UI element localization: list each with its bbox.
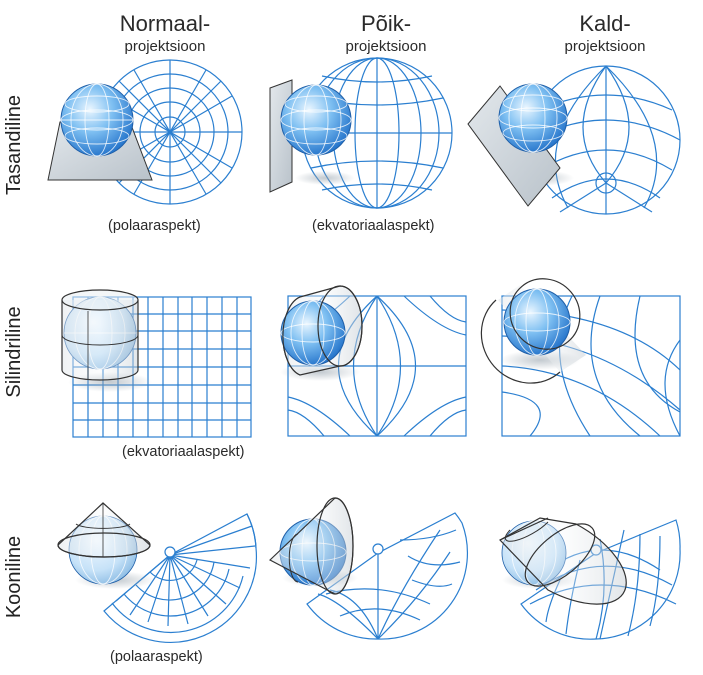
column-subtitle-transverse: projektsioon [345, 38, 427, 55]
caption-conic-normal: (polaaraspekt) [110, 649, 203, 665]
column-title-normal: Normaal- [119, 11, 211, 36]
planar-transverse-model [269, 79, 355, 193]
caption-cylindrical-normal: (ekvatoriaalaspekt) [122, 444, 245, 460]
column-title-transverse: Põik- [360, 11, 412, 36]
conic-oblique-model [499, 517, 627, 605]
conic-transverse-model [268, 497, 358, 595]
caption-planar-normal: (polaaraspekt) [108, 218, 201, 234]
cylindrical-oblique-model [480, 278, 586, 384]
column-title-oblique: Kald- [579, 11, 631, 36]
conic-normal-model [57, 502, 155, 589]
conic-normal-map [103, 513, 258, 643]
column-subtitle-oblique: projektsioon [564, 38, 646, 55]
cylindrical-transverse-model [280, 285, 363, 381]
caption-planar-transverse: (ekvatoriaalaspekt) [312, 218, 435, 234]
column-subtitle-normal: projektsioon [124, 38, 206, 55]
cylindrical-normal-model [61, 289, 152, 392]
planar-oblique-model [467, 83, 574, 207]
planar-normal-model [47, 83, 154, 181]
